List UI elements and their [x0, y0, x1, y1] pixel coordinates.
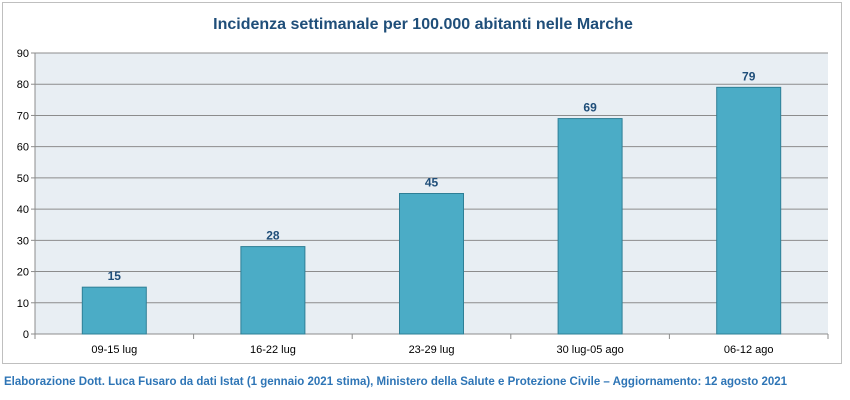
data-label: 28 — [266, 229, 280, 243]
data-label: 69 — [583, 101, 597, 115]
source-footer: Elaborazione Dott. Luca Fusaro da dati I… — [4, 376, 788, 388]
y-tick-label: 60 — [17, 142, 29, 154]
x-tick-label: 23-29 lug — [409, 344, 455, 356]
bar — [557, 118, 623, 335]
bar — [716, 86, 782, 335]
y-tick-label: 20 — [17, 267, 29, 279]
y-tick-label: 90 — [17, 48, 29, 60]
bar — [240, 246, 306, 335]
bar-chart: 0 10 20 30 40 50 60 70 80 90 15 09-15 lug 28 16-22 lu… — [17, 48, 829, 356]
x-tick-label: 16-22 lug — [250, 344, 296, 356]
data-label: 79 — [742, 69, 756, 83]
y-tick-label: 50 — [17, 173, 29, 185]
y-tick-label: 70 — [17, 110, 29, 122]
chart-title: Incidenza settimanale per 100.000 abitan… — [213, 16, 633, 33]
y-tick-label: 30 — [17, 235, 29, 247]
x-tick-label: 30 lug-05 ago — [556, 344, 623, 356]
y-tick-label: 40 — [17, 204, 29, 216]
x-tick-label: 06-12 ago — [724, 344, 774, 356]
y-tick-label: 0 — [23, 329, 29, 341]
bar — [399, 193, 464, 335]
data-label: 15 — [108, 269, 122, 283]
x-tick-label: 09-15 lug — [91, 344, 137, 356]
y-tick-label: 10 — [17, 298, 29, 310]
chart-frame: Incidenza settimanale per 100.000 abitan… — [2, 2, 842, 364]
data-label: 45 — [425, 176, 439, 190]
y-tick-label: 80 — [17, 79, 29, 91]
bar — [81, 286, 147, 335]
